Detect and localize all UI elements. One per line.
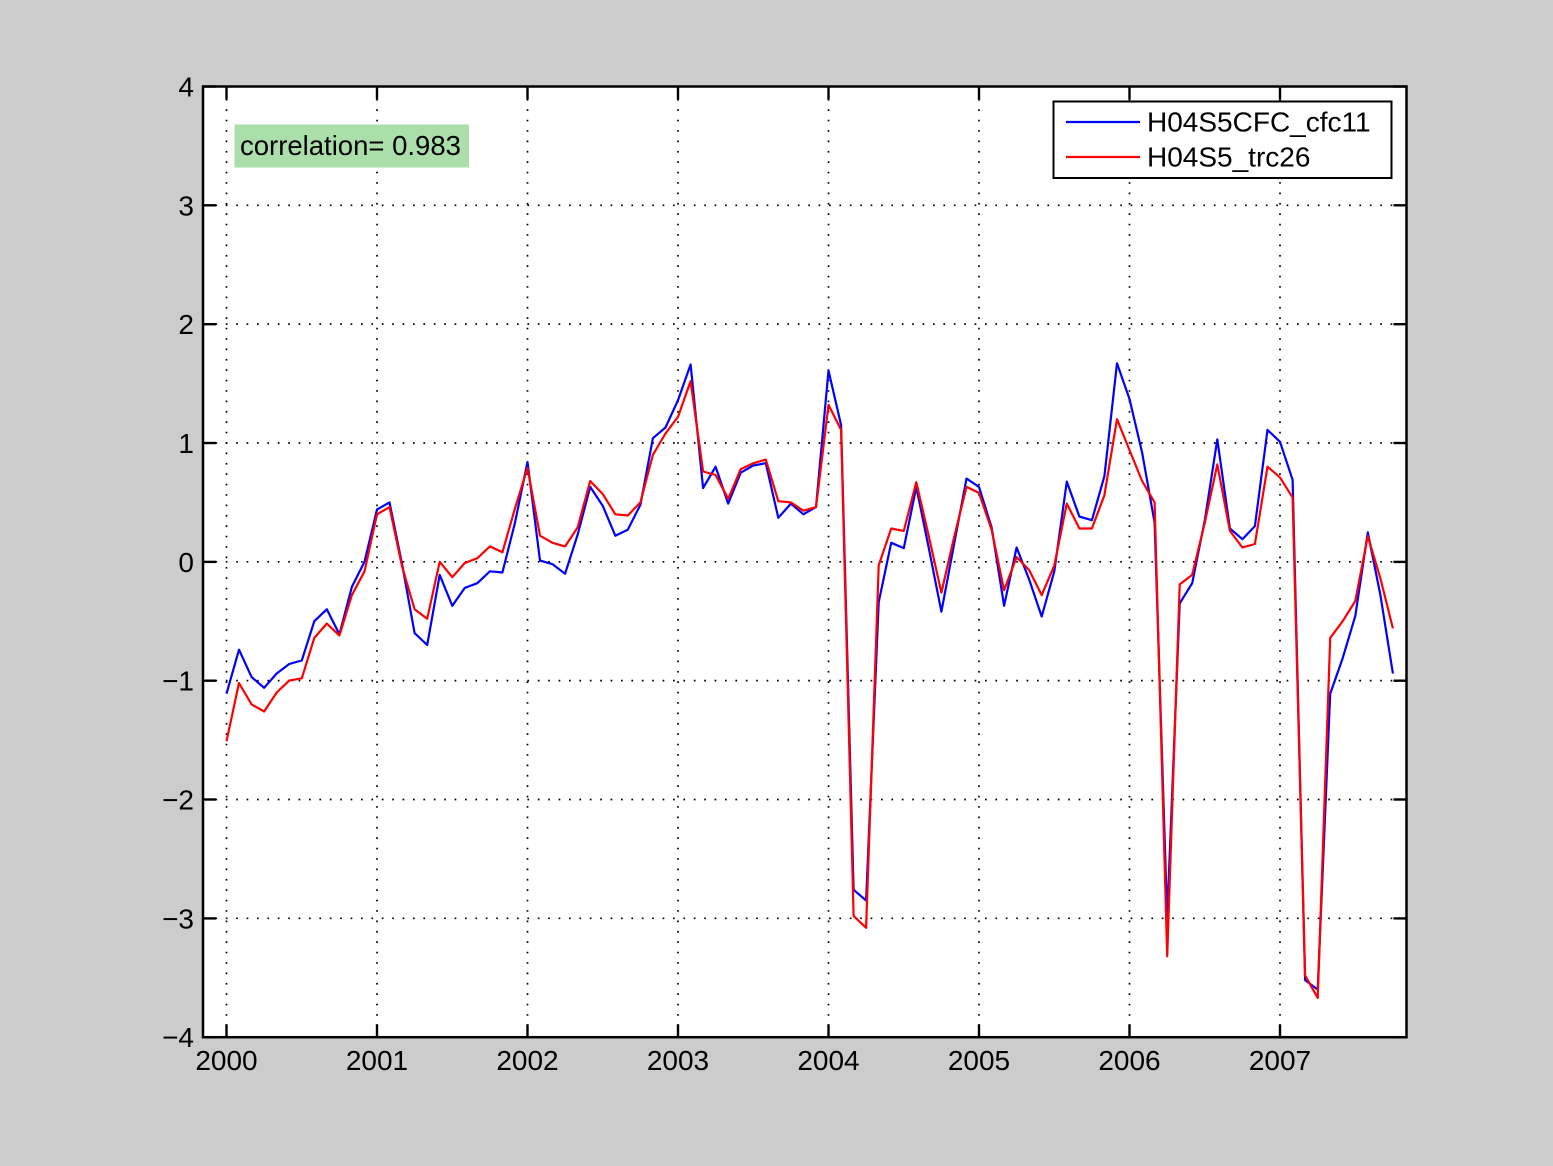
svg-text:−3: −3 xyxy=(162,903,194,934)
svg-text:3: 3 xyxy=(178,190,194,221)
svg-text:H04S5CFC_cfc11: H04S5CFC_cfc11 xyxy=(1147,107,1371,138)
svg-text:2: 2 xyxy=(178,309,194,340)
svg-text:H04S5_trc26: H04S5_trc26 xyxy=(1147,142,1310,173)
svg-text:2004: 2004 xyxy=(797,1045,859,1076)
svg-text:2006: 2006 xyxy=(1098,1045,1160,1076)
svg-text:correlation= 0.983: correlation= 0.983 xyxy=(240,130,461,161)
svg-text:−2: −2 xyxy=(162,785,194,816)
svg-text:0: 0 xyxy=(178,547,194,578)
svg-text:−4: −4 xyxy=(162,1022,194,1053)
svg-text:2005: 2005 xyxy=(948,1045,1010,1076)
svg-text:−1: −1 xyxy=(162,666,194,697)
svg-text:4: 4 xyxy=(178,72,194,103)
svg-text:2001: 2001 xyxy=(346,1045,408,1076)
svg-text:2007: 2007 xyxy=(1249,1045,1311,1076)
svg-text:2002: 2002 xyxy=(496,1045,558,1076)
svg-text:2000: 2000 xyxy=(195,1045,257,1076)
svg-text:1: 1 xyxy=(178,428,194,459)
svg-text:2003: 2003 xyxy=(647,1045,709,1076)
